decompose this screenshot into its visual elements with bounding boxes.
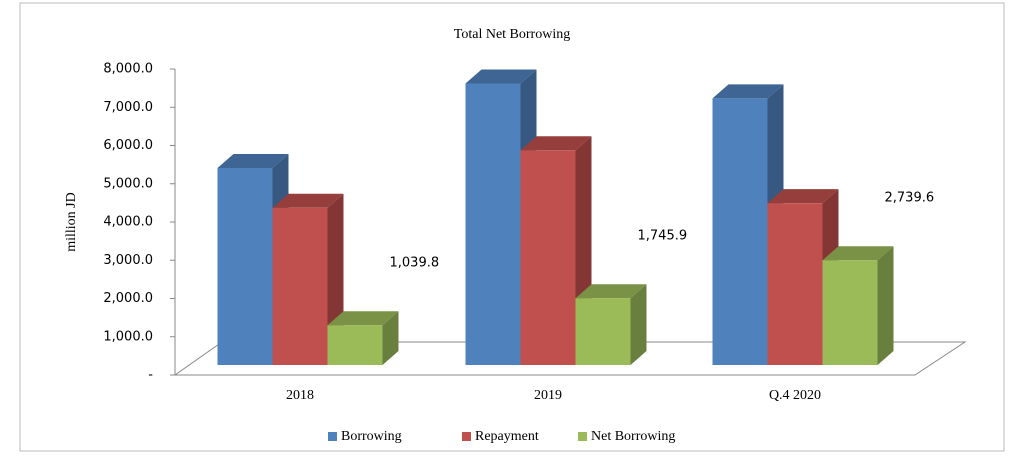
legend-label: Repayment <box>475 429 539 444</box>
y-tick-label: 7,000.0 <box>103 100 153 115</box>
bar <box>822 260 878 365</box>
bar-top <box>767 189 839 204</box>
legend-swatch <box>578 432 587 441</box>
bar-top <box>575 284 647 299</box>
legend-label: Net Borrowing <box>591 429 675 444</box>
legend-label: Borrowing <box>341 429 402 444</box>
bar <box>272 207 328 365</box>
y-tick-label: - <box>148 368 153 383</box>
bar <box>217 168 273 365</box>
bar <box>767 203 823 365</box>
bar-top <box>217 154 289 169</box>
bar-side <box>877 246 894 365</box>
bar-top <box>465 69 537 84</box>
x-tick-label: 2019 <box>534 388 562 403</box>
bar <box>520 150 576 365</box>
bar-side <box>630 284 647 365</box>
y-tick-label: 8,000.0 <box>103 62 153 77</box>
bar <box>712 98 768 366</box>
y-tick-label: 3,000.0 <box>103 253 153 268</box>
y-tick-label: 5,000.0 <box>103 176 153 191</box>
bar <box>575 298 631 365</box>
bar <box>327 325 383 365</box>
bar-side <box>382 311 399 365</box>
chart-title: Total Net Borrowing <box>454 27 570 42</box>
x-tick-label: Q.4 2020 <box>769 388 821 403</box>
legend-swatch <box>328 432 337 441</box>
bar <box>465 83 521 365</box>
y-tick-label: 2,000.0 <box>103 291 153 306</box>
data-label: 2,739.6 <box>885 191 935 206</box>
y-tick-label: 4,000.0 <box>103 215 153 230</box>
bar-top <box>327 311 399 326</box>
bar-top <box>712 84 784 99</box>
y-tick-label: 1,000.0 <box>103 329 153 344</box>
data-label: 1,745.9 <box>638 229 688 244</box>
bar-top <box>520 136 592 151</box>
x-tick-label: 2018 <box>286 388 314 403</box>
floor <box>173 341 967 376</box>
bar-top <box>272 193 344 208</box>
bar-top <box>822 246 894 261</box>
legend-swatch <box>462 432 471 441</box>
y-axis-label: million JD <box>64 192 79 252</box>
data-label: 1,039.8 <box>390 256 440 271</box>
y-tick-label: 6,000.0 <box>103 138 153 153</box>
